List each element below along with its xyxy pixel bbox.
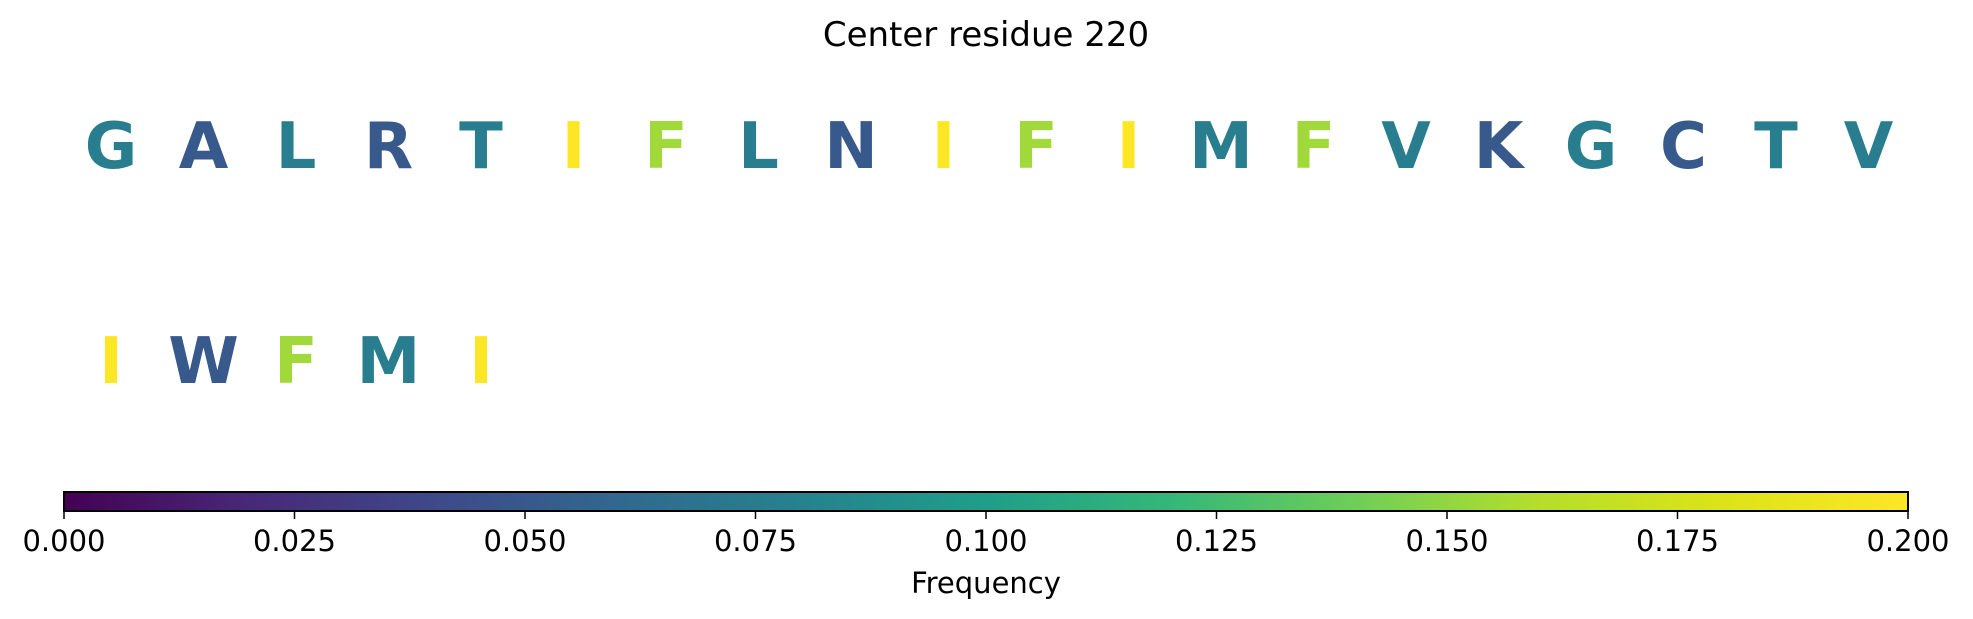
residue-letters: G A L R T I F L N I F I M F V K G C T VI W F M I xyxy=(85,110,1894,399)
residue-letter: N xyxy=(824,110,878,184)
residue-letter: L xyxy=(738,110,779,184)
residue-letter: F xyxy=(1292,110,1336,184)
residue-letter: A xyxy=(179,110,229,184)
residue-letter: T xyxy=(459,110,503,184)
colorbar-tick-label: 0.025 xyxy=(253,524,336,558)
colorbar-tick-label: 0.000 xyxy=(22,524,105,558)
residue-letter: V xyxy=(1381,110,1431,184)
residue-letter: I xyxy=(562,110,586,184)
residue-letter: G xyxy=(1565,110,1618,184)
colorbar-tick-label: 0.200 xyxy=(1866,524,1949,558)
residue-letter: I xyxy=(1117,110,1141,184)
colorbar-tick-label: 0.125 xyxy=(1175,524,1258,558)
residue-letter: I xyxy=(469,325,493,399)
residue-letter: F xyxy=(274,325,318,399)
colorbar-tick-label: 0.100 xyxy=(944,524,1027,558)
residue-letter: F xyxy=(644,110,688,184)
residue-letter: I xyxy=(932,110,956,184)
chart-title: Center residue 220 xyxy=(823,15,1149,55)
residue-letter: M xyxy=(357,325,421,399)
colorbar-label: Frequency xyxy=(911,566,1061,600)
residue-letter: G xyxy=(85,110,138,184)
colorbar-tick-label: 0.150 xyxy=(1405,524,1488,558)
residue-letter: T xyxy=(1754,110,1798,184)
residue-letter: I xyxy=(99,325,123,399)
residue-letter: C xyxy=(1660,110,1707,184)
residue-letter: R xyxy=(364,110,413,184)
colorbar-ticks: 0.000 0.025 0.050 0.075 0.100 0.125 0.150 0.175… xyxy=(22,511,1950,558)
residue-letter: F xyxy=(1014,110,1058,184)
colorbar-gradient xyxy=(63,491,1909,512)
colorbar: 0.000 0.025 0.050 0.075 0.100 0.125 0.150 0.175… xyxy=(22,491,1950,600)
residue-letter: M xyxy=(1189,110,1253,184)
residue-letter: K xyxy=(1474,110,1526,184)
residue-letter: V xyxy=(1844,110,1894,184)
colorbar-tick-label: 0.075 xyxy=(714,524,797,558)
residue-letter: L xyxy=(276,110,317,184)
colorbar-tick-label: 0.050 xyxy=(483,524,566,558)
residue-letter: W xyxy=(168,325,239,399)
colorbar-tick-label: 0.175 xyxy=(1636,524,1719,558)
